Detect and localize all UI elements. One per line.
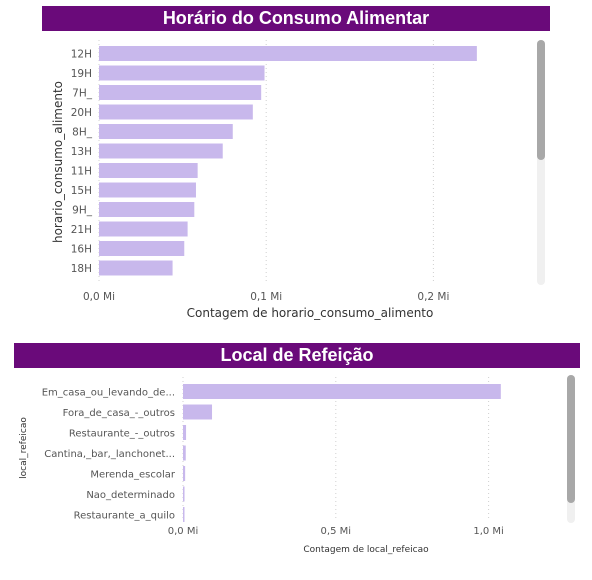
category-label: 18H xyxy=(71,263,92,275)
bar-13h xyxy=(99,143,223,159)
bar-cantina-bar-lanchonet- xyxy=(183,445,186,461)
x-tick-label: 0,5 Mi xyxy=(321,526,352,537)
x-tick-label: 0,0 Mi xyxy=(168,526,199,537)
category-label: 15H xyxy=(71,185,92,197)
y-axis-title: horario_consumo_alimento xyxy=(51,81,65,243)
bar-7h- xyxy=(99,85,262,100)
x-tick-label: 0,0 Mi xyxy=(83,291,115,303)
x-axis-title: Contagem de local_refeicao xyxy=(303,545,429,555)
chart-horario-title: Horário do Consumo Alimentar xyxy=(42,6,550,31)
bar-21h xyxy=(99,221,188,237)
category-label: 20H xyxy=(71,107,92,119)
category-label: 16H xyxy=(71,244,92,256)
x-tick-label: 0,2 Mi xyxy=(417,291,449,303)
category-label: Nao_determinado xyxy=(86,490,175,501)
bar-restaurante-a-quilo xyxy=(183,507,185,522)
bar-11h xyxy=(99,163,198,178)
category-label: 9H_ xyxy=(72,205,93,217)
bar-fora-de-casa-outros xyxy=(183,404,213,420)
category-label: Restaurante_a_quilo xyxy=(74,511,175,522)
category-label: 12H xyxy=(71,49,92,61)
bar-18h xyxy=(99,260,173,276)
bar-nao-determinado xyxy=(183,486,185,502)
bar-9h- xyxy=(99,202,195,217)
bar-20h xyxy=(99,104,253,120)
category-label: Cantina,_bar,_lanchonet... xyxy=(44,449,175,460)
category-label: Em_casa_ou_levando_de... xyxy=(42,388,175,399)
bar-merenda-escolar xyxy=(183,466,186,481)
category-label: 8H_ xyxy=(72,127,93,139)
chart-horario-scrollbar[interactable] xyxy=(537,40,545,285)
chart-local-title: Local de Refeição xyxy=(14,343,580,368)
bar-8h- xyxy=(99,124,233,139)
category-label: Restaurante_-_outros xyxy=(69,429,175,440)
bar-15h xyxy=(99,182,196,198)
bar-restaurante-outros xyxy=(183,425,187,440)
chart-horario-panel: Horário do Consumo Alimentar 0,0 Mi 0,1 M… xyxy=(42,6,550,320)
y-axis-title: local_refeicao xyxy=(19,417,29,479)
bar-12h xyxy=(99,46,477,61)
x-tick-label: 1,0 Mi xyxy=(473,526,504,537)
bar-em-casa-ou-levando-de- xyxy=(183,384,501,399)
bar-19h xyxy=(99,65,265,81)
category-label: 21H xyxy=(71,224,92,236)
category-label: Fora_de_casa_-_outros xyxy=(63,408,175,419)
chart-horario-svg: 0,0 Mi 0,1 Mi 0,2 Mi 12H 19H 7H_ 20H 8H_ 13H 11H 1… xyxy=(51,40,477,320)
bar-16h xyxy=(99,241,185,256)
x-tick-label: 0,1 Mi xyxy=(250,291,282,303)
chart-local-scrollbar-thumb[interactable] xyxy=(567,375,575,503)
x-axis-title: Contagem de horario_consumo_alimento xyxy=(187,306,434,320)
chart-horario-scrollbar-thumb[interactable] xyxy=(537,40,545,160)
category-label: 7H_ xyxy=(72,88,93,100)
category-label: 11H xyxy=(71,166,92,178)
category-label: 13H xyxy=(71,146,92,158)
category-label: 19H xyxy=(71,68,92,80)
category-label: Merenda_escolar xyxy=(90,470,176,481)
